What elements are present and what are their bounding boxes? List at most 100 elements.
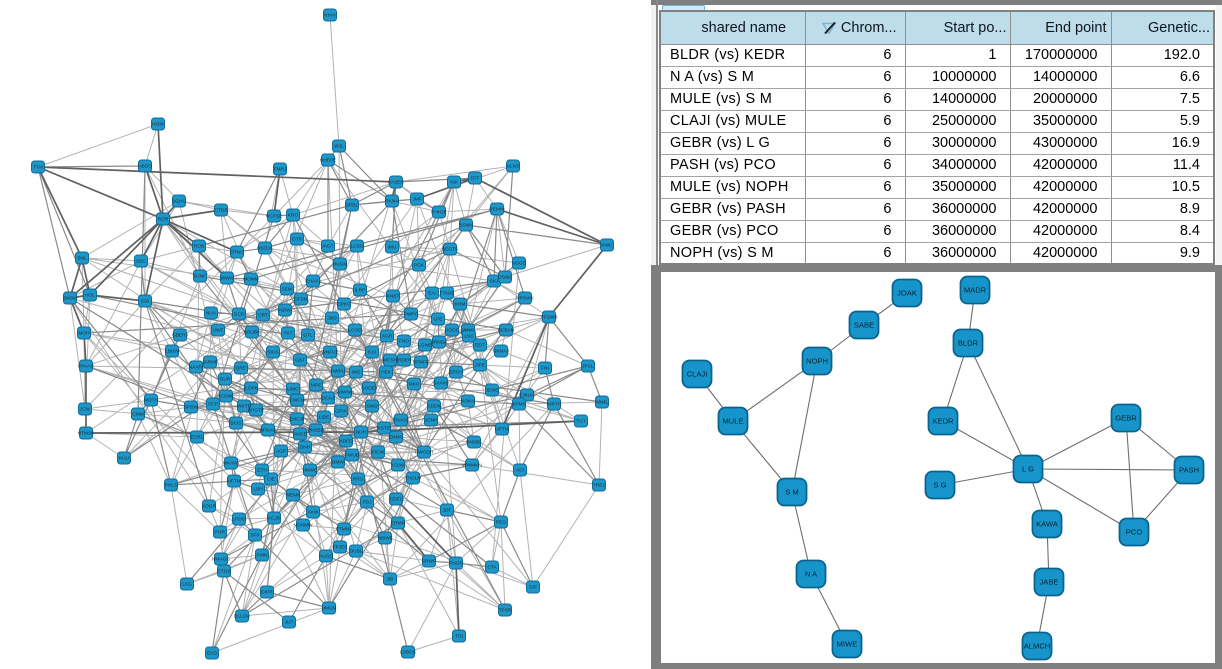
svg-text:SRNDA: SRNDA [431,340,449,346]
svg-text:HOL: HOL [85,293,95,299]
svg-text:NOHMW: NOHMW [293,523,313,529]
svg-text:NDW: NDW [279,308,291,314]
svg-text:MOH: MOH [78,331,90,337]
svg-text:TREL: TREL [593,483,606,489]
svg-text:WIWNM: WIWNM [336,390,354,396]
svg-text:HBDO: HBDO [138,164,152,170]
svg-text:UOGC: UOGC [445,328,460,334]
svg-text:GBERJ: GBERJ [172,333,189,339]
svg-text:EAI: EAI [428,291,436,297]
svg-text:JEME: JEME [486,388,499,394]
svg-text:FICW: FICW [372,450,385,456]
svg-text:IGD: IGD [141,299,150,305]
svg-text:HNWC: HNWC [303,468,318,474]
svg-text:WWN: WWN [221,276,234,282]
svg-text:LPDO: LPDO [232,517,245,523]
svg-text:JMF: JMF [412,197,421,203]
svg-text:WJH: WJH [356,430,367,436]
svg-text:BNL: BNL [77,256,87,262]
svg-text:STF: STF [470,176,479,182]
svg-text:PCO: PCO [1126,528,1143,537]
svg-text:EPCH: EPCH [449,370,463,376]
svg-text:FCP: FCP [208,402,218,408]
svg-text:PKBBD: PKBBD [308,428,325,434]
svg-text:HWPU: HWPU [331,369,346,375]
svg-text:ANGE: ANGE [293,432,307,438]
svg-text:WNFUE: WNFUE [321,350,339,356]
svg-text:RFMFE: RFMFE [413,360,430,366]
svg-text:EDT: EDT [475,343,485,349]
svg-text:LSC: LSC [464,334,474,340]
svg-text:RKNN: RKNN [385,199,399,205]
svg-text:ROR: ROR [158,217,169,223]
svg-text:NFTM: NFTM [227,479,240,485]
svg-text:LBUW: LBUW [165,349,179,355]
svg-text:UWCDH: UWCDH [415,450,434,456]
svg-text:FMRJ: FMRJ [274,167,287,173]
svg-text:ETMNF: ETMNF [336,527,353,533]
svg-text:BMW: BMW [332,460,344,466]
svg-text:ULNS: ULNS [507,164,520,170]
svg-text:REMHI: REMHI [489,207,504,213]
svg-text:L G: L G [1022,465,1034,474]
svg-text:DLLOU: DLLOU [234,614,251,620]
svg-text:HEK: HEK [381,370,392,376]
svg-text:JARNF: JARNF [202,360,218,366]
svg-text:JIPE: JIPE [475,363,485,369]
svg-text:ERNO: ERNO [230,250,244,256]
svg-text:FNO: FNO [399,339,409,345]
svg-text:RGTSE: RGTSE [266,214,283,220]
svg-text:HPSWK: HPSWK [516,296,534,302]
svg-text:WPTH: WPTH [547,402,562,408]
svg-text:ALMCH: ALMCH [1024,642,1051,651]
svg-text:EMCJF: EMCJF [289,417,305,423]
svg-text:UJH: UJH [253,487,263,493]
svg-text:MULE: MULE [722,417,743,426]
svg-text:KOGR: KOGR [202,504,217,510]
svg-text:KUU: KUU [119,456,130,462]
svg-text:LCSG: LCSG [350,244,363,250]
svg-text:WHC: WHC [462,328,474,334]
svg-text:IWE: IWE [351,370,360,376]
svg-text:PDJ: PDJ [362,500,372,506]
svg-text:GODEJ: GODEJ [361,386,378,392]
svg-text:TGT: TGT [576,419,586,425]
svg-text:CTDB: CTDB [214,208,227,214]
svg-text:JBO: JBO [327,316,337,322]
svg-text:BSNN: BSNN [459,223,473,229]
svg-text:FHR: FHR [215,530,225,536]
svg-text:BCBAN: BCBAN [498,328,515,334]
svg-text:WSWF: WSWF [377,536,392,542]
svg-text:ADI: ADI [516,468,524,474]
svg-text:ETH: ETH [257,468,267,474]
svg-text:S M: S M [785,488,799,497]
svg-text:KOKN: KOKN [461,399,475,405]
svg-text:NOPH: NOPH [806,357,828,366]
svg-text:JOAK: JOAK [897,289,917,298]
svg-text:MADR: MADR [964,286,987,295]
svg-text:SJF: SJF [529,585,538,591]
svg-text:EKD: EKD [207,651,217,657]
svg-text:KCJB: KCJB [268,516,280,522]
svg-text:S G: S G [933,481,946,490]
svg-text:BFKAG: BFKAG [260,428,277,434]
svg-text:KSTE: KSTE [378,426,391,432]
svg-text:PFSWB: PFSWB [540,315,557,321]
svg-text:IMU: IMU [388,245,397,251]
svg-text:JABE: JABE [1040,578,1059,587]
svg-text:BLDR: BLDR [958,339,979,348]
svg-text:BCGTS: BCGTS [442,247,459,253]
svg-text:PGK: PGK [414,263,425,269]
svg-text:KRO: KRO [288,213,299,219]
svg-text:BSOJA: BSOJA [257,246,274,252]
svg-text:CDDK: CDDK [427,404,441,410]
svg-text:DPKG: DPKG [337,302,351,308]
svg-text:JUT: JUT [285,620,294,626]
svg-text:KHAI: KHAI [324,13,335,19]
svg-text:UKMAJ: UKMAJ [493,349,510,355]
svg-text:LGWE: LGWE [418,343,432,349]
svg-text:PHLS: PHLS [165,483,178,489]
svg-text:PEG: PEG [496,520,506,526]
svg-text:FSAOG: FSAOG [393,418,410,424]
svg-text:GUR: GUR [220,377,231,383]
